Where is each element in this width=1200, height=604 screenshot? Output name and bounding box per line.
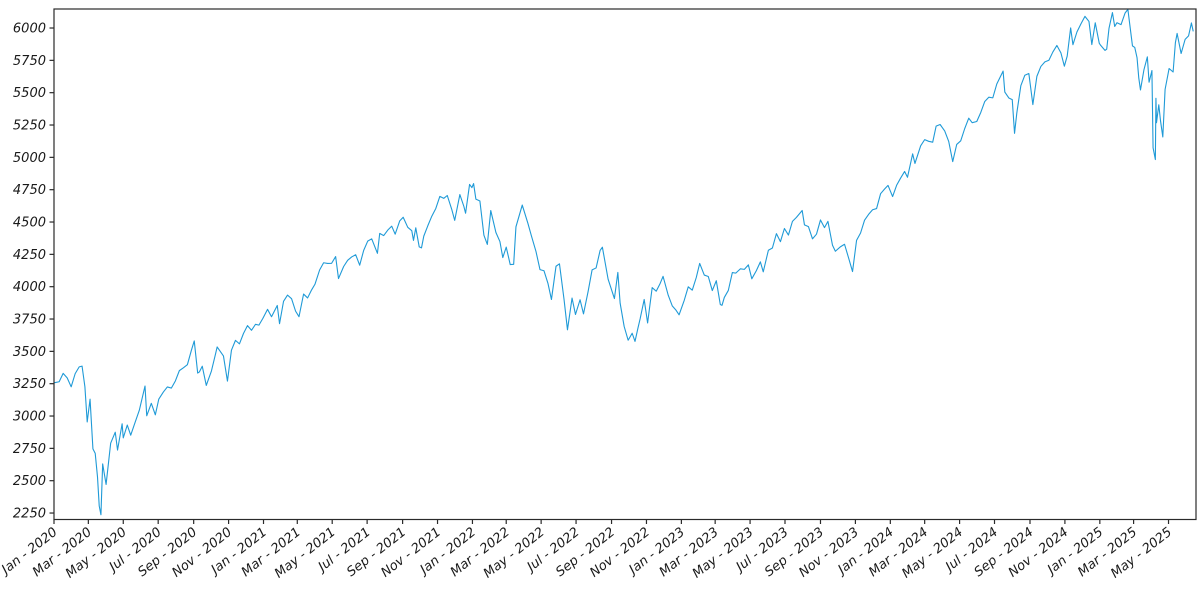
y-tick-label: 4750 xyxy=(13,183,46,198)
y-tick-label: 4000 xyxy=(13,280,46,295)
y-tick-label: 3250 xyxy=(13,377,46,392)
y-tick-label: 3750 xyxy=(13,313,46,328)
y-tick-label: 5250 xyxy=(13,119,46,134)
y-tick-label: 4500 xyxy=(13,216,46,231)
plot-border xyxy=(53,8,1197,521)
y-tick-label: 5000 xyxy=(13,151,46,166)
y-tick-label: 6000 xyxy=(13,22,46,37)
y-tick-label: 2250 xyxy=(13,507,46,522)
y-tick-label: 5750 xyxy=(13,54,46,69)
y-tick-label: 2750 xyxy=(13,442,46,457)
y-tick-label: 2500 xyxy=(13,474,46,489)
y-tick-label: 3000 xyxy=(13,410,46,425)
y-tick-label: 4250 xyxy=(13,248,46,263)
series-line-index-price xyxy=(54,8,1194,516)
y-tick-label: 5500 xyxy=(13,86,46,101)
plot-area xyxy=(54,8,1194,516)
y-axis: 2250 2500 2750 3000 3250 3500 3750 4000 4250 4500… xyxy=(13,22,54,522)
y-tick-label: 3500 xyxy=(13,345,46,360)
